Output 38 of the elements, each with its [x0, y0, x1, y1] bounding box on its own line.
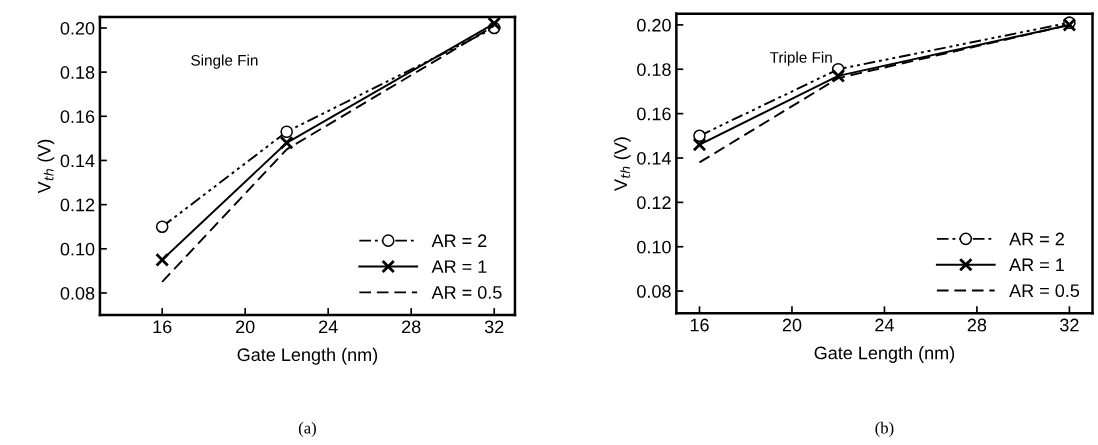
legend-label: AR = 2 [1009, 232, 1064, 246]
annotation: Single Fin [191, 54, 258, 69]
x-axis-title: Gate Length (nm) [237, 347, 378, 365]
y-tick-label: 0.20 [637, 18, 671, 32]
legend-label: AR = 2 [431, 234, 487, 247]
x-tick-label: 28 [402, 320, 421, 334]
legend-label: AR = 1 [1009, 258, 1064, 272]
y-tick-label: 0.12 [60, 198, 95, 212]
annotation: Triple Fin [770, 51, 832, 66]
y-tick-label: 0.08 [637, 285, 671, 298]
x-tick-label: 20 [782, 318, 802, 332]
text: (b) [875, 421, 894, 437]
y-tick-label: 0.18 [637, 63, 671, 76]
legend-label: AR = 1 [431, 260, 487, 273]
y-tick-label: 0.14 [60, 154, 95, 168]
legend-label: AR = 0.5 [1009, 284, 1080, 298]
x-tick-label: 32 [1060, 318, 1079, 332]
y-tick-label: 0.16 [637, 107, 671, 121]
y-tick-label: 0.08 [60, 286, 95, 300]
x-tick-label: 32 [484, 320, 504, 334]
y-axis-title: V$_{th}$ (V) [613, 137, 631, 191]
y-tick-label: 0.18 [60, 66, 95, 79]
y-tick-label: 0.10 [60, 242, 95, 256]
y-axis-title: V$_{th}$ (V) [37, 139, 55, 194]
y-tick-label: 0.14 [637, 151, 671, 165]
x-tick-label: 24 [319, 320, 338, 334]
legend-label: AR = 0.5 [431, 286, 502, 299]
x-tick-label: 16 [153, 320, 172, 334]
text: (a) [298, 421, 316, 437]
x-tick-label: 28 [967, 318, 987, 332]
x-tick-label: 16 [690, 318, 709, 332]
y-tick-label: 0.20 [60, 21, 95, 35]
y-tick-label: 0.10 [637, 240, 671, 254]
x-axis-title: Gate Length (nm) [814, 346, 955, 363]
x-tick-label: 24 [875, 318, 894, 332]
y-tick-label: 0.12 [637, 196, 671, 210]
y-tick-label: 0.16 [60, 110, 95, 124]
x-tick-label: 20 [236, 320, 255, 334]
